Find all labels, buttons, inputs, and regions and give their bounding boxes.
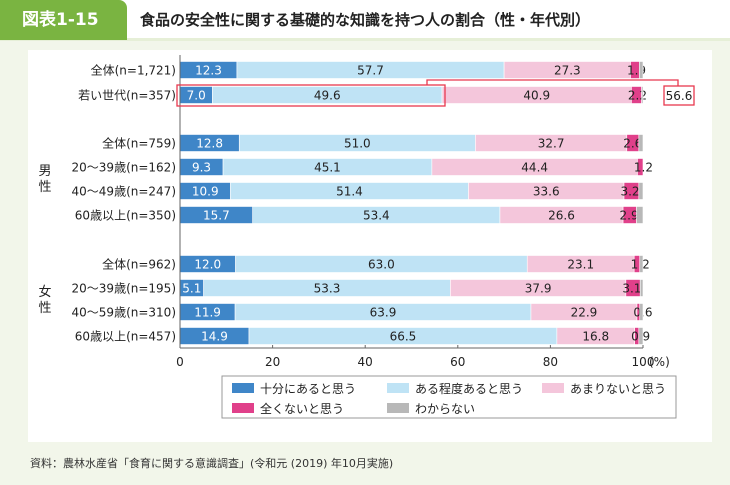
legend-label: わからない	[415, 402, 475, 416]
legend-swatch	[232, 383, 254, 393]
data-label: 45.1	[314, 161, 341, 175]
data-label: 15.7	[203, 209, 230, 223]
bar-segment	[638, 327, 644, 345]
data-label: 57.7	[357, 64, 384, 78]
data-label: 2.9	[620, 209, 639, 223]
legend	[221, 375, 677, 419]
data-label: 63.0	[368, 258, 395, 272]
legend-label: ある程度あると思う	[415, 381, 523, 396]
data-label: 44.4	[521, 161, 548, 175]
annotation-box	[663, 85, 695, 106]
data-label: 27.3	[554, 64, 581, 78]
data-label: 2.2	[628, 89, 647, 103]
row-label: 若い世代(n=357)	[78, 89, 176, 103]
data-label: 5.1	[182, 282, 201, 296]
group-label: 男	[38, 164, 51, 179]
data-label: 12.0	[194, 258, 221, 272]
data-label: 22.9	[571, 306, 598, 320]
bar-segment	[638, 61, 644, 79]
annotation-bracket	[426, 79, 679, 86]
data-label: 32.7	[538, 137, 565, 151]
group-label: 性	[38, 301, 51, 316]
x-tick-label: 60	[450, 355, 465, 369]
row-label: 全体(n=1,721)	[91, 63, 176, 78]
data-label: 37.9	[525, 282, 552, 296]
highlight-box	[176, 84, 446, 107]
data-label: 40.9	[523, 89, 550, 103]
group-label: 性	[38, 180, 51, 195]
data-label: 51.4	[336, 185, 363, 199]
bar-segment	[639, 303, 644, 321]
data-label: 2.6	[623, 137, 642, 151]
group-label: 女	[38, 284, 51, 300]
header: 図表1-15 食品の安全性に関する基礎的な知識を持つ人の割合（性・年代別）	[0, 0, 730, 41]
row-label: 全体(n=962)	[102, 257, 176, 272]
source-note: 資料：農林水産省「食育に関する意識調査」(令和元 (2019) 年10月実施)	[30, 457, 394, 470]
data-label: 12.8	[196, 137, 223, 151]
annotation-label: 56.6	[666, 89, 693, 103]
bar-segment	[638, 182, 644, 200]
row-label: 40～59歳(n=310)	[72, 306, 176, 320]
row-label: 60歳以上(n=457)	[75, 330, 176, 344]
data-label: 63.9	[370, 306, 397, 320]
x-unit: (%)	[649, 355, 670, 369]
legend-swatch	[387, 403, 409, 413]
bar-segment	[641, 86, 644, 104]
data-label: 3.1	[622, 282, 641, 296]
data-label: 49.6	[314, 89, 341, 103]
legend-label: あまりないと思う	[570, 382, 666, 396]
data-label: 16.8	[582, 330, 609, 344]
data-label: 3.2	[620, 185, 639, 199]
data-label: 53.3	[314, 282, 341, 296]
bar-segment	[639, 255, 644, 273]
data-label: 66.5	[390, 330, 417, 344]
x-tick-label: 20	[265, 355, 280, 369]
data-label: 23.1	[567, 258, 594, 272]
data-label: 14.9	[201, 330, 228, 344]
legend-label: 全くないと思う	[260, 401, 344, 416]
x-tick-label: 40	[358, 355, 373, 369]
legend-swatch	[232, 403, 254, 413]
bar-segment	[638, 134, 644, 152]
legend-swatch	[542, 383, 564, 393]
row-label: 全体(n=759)	[102, 136, 176, 151]
bar-segment	[637, 158, 644, 176]
data-label: 11.9	[194, 306, 221, 320]
data-label: 26.6	[548, 209, 575, 223]
bar-segment	[639, 279, 644, 297]
legend-swatch	[387, 383, 409, 393]
data-label: 7.0	[187, 89, 206, 103]
data-label: 53.4	[363, 209, 390, 223]
x-tick-label: 0	[176, 355, 184, 369]
data-label: 1.2	[634, 161, 653, 175]
row-label: 20～39歳(n=162)	[72, 161, 176, 175]
data-label: 33.6	[533, 185, 560, 199]
row-label: 60歳以上(n=350)	[75, 209, 176, 223]
data-label: 10.9	[192, 185, 219, 199]
row-label: 40～49歳(n=247)	[72, 185, 176, 199]
row-label: 20～39歳(n=195)	[72, 282, 176, 296]
data-label: 9.3	[192, 161, 211, 175]
x-tick-label: 100	[632, 355, 655, 369]
bar-segment	[636, 206, 644, 224]
data-label: 12.3	[195, 64, 222, 78]
figure-number: 図表1-15	[0, 0, 127, 40]
data-label: 51.0	[344, 137, 371, 151]
chart-title: 食品の安全性に関する基礎的な知識を持つ人の割合（性・年代別）	[140, 11, 591, 29]
x-tick-label: 80	[543, 355, 558, 369]
legend-label: 十分にあると思う	[260, 382, 356, 396]
